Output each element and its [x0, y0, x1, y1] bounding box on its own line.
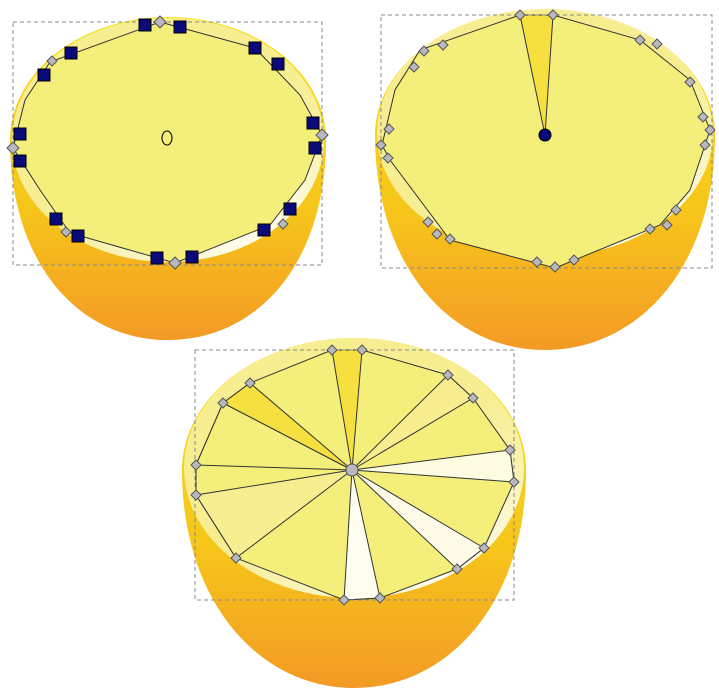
node[interactable] — [644, 223, 656, 235]
node[interactable] — [190, 489, 202, 501]
node[interactable] — [514, 9, 526, 21]
node[interactable] — [442, 369, 454, 381]
selection-box — [194, 349, 515, 601]
lemon-1 — [6, 15, 329, 341]
node[interactable] — [547, 9, 559, 21]
selection-box — [380, 14, 713, 269]
handle[interactable] — [248, 41, 262, 55]
handle[interactable] — [271, 57, 285, 71]
handle[interactable] — [257, 223, 271, 237]
node[interactable] — [531, 256, 543, 268]
node[interactable] — [374, 592, 386, 604]
handle[interactable] — [37, 68, 51, 82]
node[interactable] — [704, 124, 716, 136]
node[interactable] — [46, 55, 58, 67]
node[interactable] — [422, 216, 434, 228]
handle[interactable] — [49, 212, 63, 226]
node[interactable] — [467, 392, 479, 404]
node[interactable] — [338, 594, 350, 606]
node[interactable] — [670, 204, 682, 216]
handle[interactable] — [306, 116, 320, 130]
handle[interactable] — [71, 229, 85, 243]
node[interactable] — [383, 123, 395, 135]
handle[interactable] — [13, 154, 27, 168]
flesh — [381, 14, 711, 269]
center-node[interactable] — [538, 128, 552, 142]
node[interactable] — [444, 233, 456, 245]
node[interactable] — [326, 344, 338, 356]
node[interactable] — [431, 228, 443, 240]
node[interactable] — [661, 219, 673, 231]
node[interactable] — [60, 226, 72, 238]
node[interactable] — [408, 61, 420, 73]
center-node[interactable] — [345, 463, 359, 477]
handle[interactable] — [308, 141, 322, 155]
nodes[interactable] — [6, 15, 329, 270]
node[interactable] — [634, 34, 646, 46]
rotation-center[interactable] — [161, 130, 173, 146]
node[interactable] — [568, 254, 580, 266]
handle[interactable] — [13, 127, 27, 141]
node[interactable] — [478, 542, 490, 554]
node[interactable] — [153, 15, 167, 29]
node[interactable] — [168, 256, 182, 270]
wedges — [195, 349, 515, 601]
node[interactable] — [190, 459, 202, 471]
node[interactable] — [315, 128, 329, 142]
node[interactable] — [651, 38, 663, 50]
node[interactable] — [230, 552, 242, 564]
handle[interactable] — [173, 20, 187, 34]
node[interactable] — [684, 76, 696, 88]
node[interactable] — [217, 397, 229, 409]
node[interactable] — [418, 45, 430, 57]
handle[interactable] — [64, 46, 78, 60]
node[interactable] — [277, 218, 289, 230]
nodes[interactable] — [190, 344, 520, 606]
node[interactable] — [244, 377, 256, 389]
node[interactable] — [699, 139, 711, 151]
node[interactable] — [504, 444, 516, 456]
handle[interactable] — [150, 251, 164, 265]
lemon-2 — [375, 9, 716, 350]
node[interactable] — [375, 139, 387, 151]
lemon-3 — [182, 338, 526, 688]
node[interactable] — [508, 476, 520, 488]
nodes[interactable] — [375, 9, 716, 273]
node[interactable] — [549, 261, 561, 273]
node[interactable] — [697, 111, 709, 123]
node[interactable] — [437, 39, 449, 51]
handle[interactable] — [138, 18, 152, 32]
handle[interactable] — [185, 250, 199, 264]
node[interactable] — [382, 152, 394, 164]
node[interactable] — [356, 344, 368, 356]
node[interactable] — [451, 563, 463, 575]
node[interactable] — [6, 141, 20, 155]
handle[interactable] — [283, 202, 297, 216]
